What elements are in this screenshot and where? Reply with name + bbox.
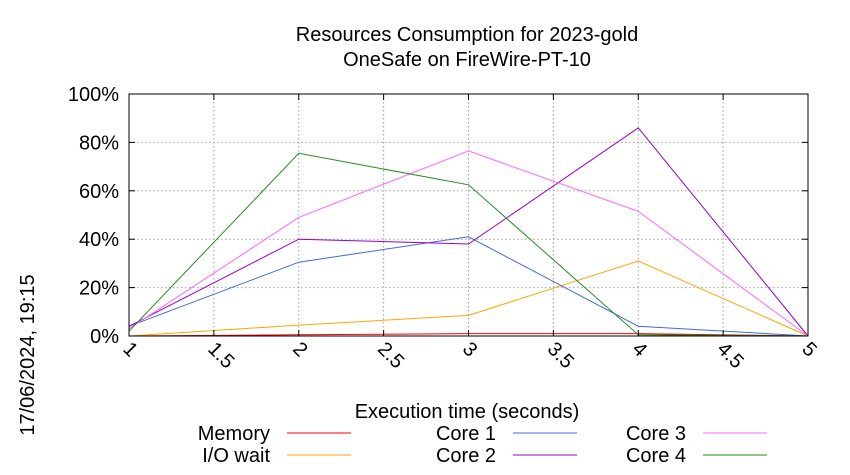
y-tick-label: 0% — [90, 326, 119, 348]
x-axis-label: Execution time (seconds) — [355, 401, 580, 423]
x-tick-label: 3.5 — [543, 338, 578, 373]
legend-label: Core 4 — [626, 445, 686, 467]
x-tick-label: 4.5 — [713, 338, 748, 373]
x-tick-label: 1 — [118, 338, 141, 361]
x-tick-label: 2.5 — [373, 338, 408, 373]
series-line-core-4 — [128, 152, 809, 337]
series-line-i-o-wait — [128, 260, 809, 337]
legend-label: Core 2 — [436, 445, 496, 467]
x-tick-label: 2 — [288, 338, 311, 361]
x-tick-label: 1.5 — [203, 338, 238, 373]
y-tick-label: 20% — [79, 278, 119, 300]
chart-subtitle: OneSafe on FireWire-PT-10 — [343, 49, 591, 71]
x-tick-label: 5 — [797, 338, 820, 361]
y-tick-label: 60% — [79, 181, 119, 203]
grid — [129, 94, 808, 336]
x-tick-labels: 1 1.5 2 2.5 3 3.5 4 4.5 5 — [118, 94, 821, 373]
y-tick-label: 80% — [79, 132, 119, 154]
x-tick-label: 3 — [458, 338, 481, 361]
series-line-core-2 — [128, 127, 809, 337]
legend-label: Core 3 — [626, 423, 686, 445]
series-line-core-3 — [128, 150, 809, 337]
x-tick-label: 4 — [628, 338, 651, 361]
chart-title: Resources Consumption for 2023-gold — [296, 24, 638, 46]
series-line-core-1 — [128, 236, 809, 337]
y-tick-labels: 0% 20% 40% 60% 80% 100% — [68, 84, 808, 348]
legend-label: Memory — [198, 423, 270, 445]
y-tick-label: 100% — [68, 84, 119, 106]
legend-label: Core 1 — [436, 423, 496, 445]
legend-label: I/O wait — [202, 445, 270, 467]
timestamp: 17/06/2024, 19:15 — [17, 274, 39, 435]
y-tick-label: 40% — [79, 229, 119, 251]
